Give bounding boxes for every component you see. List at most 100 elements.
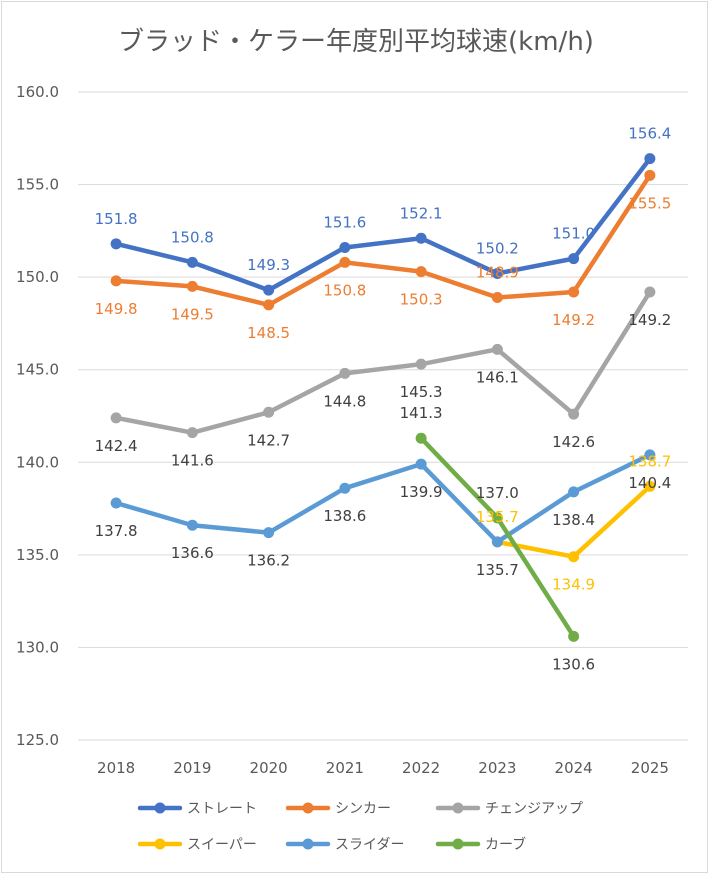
x-tick-label: 2022 xyxy=(402,759,440,777)
data-label: 138.7 xyxy=(628,452,671,470)
data-label: 142.4 xyxy=(95,437,138,455)
data-label: 135.7 xyxy=(476,561,519,579)
x-tick-label: 2019 xyxy=(173,759,211,777)
data-label: 149.5 xyxy=(171,305,214,323)
data-label: 137.8 xyxy=(95,522,138,540)
data-point xyxy=(568,286,580,298)
data-point xyxy=(644,153,656,165)
data-point xyxy=(491,292,503,304)
data-point xyxy=(110,497,122,509)
y-tick-label: 155.0 xyxy=(16,176,59,194)
data-label: 156.4 xyxy=(628,125,671,143)
data-point xyxy=(568,408,580,420)
data-label: 140.4 xyxy=(628,474,671,492)
data-label: 150.3 xyxy=(400,291,443,309)
legend-label: スライダー xyxy=(335,837,404,853)
data-point xyxy=(415,432,427,444)
y-tick-label: 135.0 xyxy=(16,546,59,564)
x-tick-label: 2023 xyxy=(478,759,516,777)
data-point xyxy=(339,367,351,379)
data-point xyxy=(263,299,275,311)
series-group xyxy=(110,153,656,642)
data-point xyxy=(491,343,503,355)
legend-label: カーブ xyxy=(485,836,526,853)
y-tick-label: 160.0 xyxy=(16,83,59,101)
data-point xyxy=(415,266,427,278)
data-point xyxy=(568,486,580,498)
x-tick-label: 2024 xyxy=(555,759,593,777)
legend-swatch-marker xyxy=(302,838,314,850)
data-point xyxy=(491,267,503,279)
data-label: 136.2 xyxy=(247,552,290,570)
data-label: 150.8 xyxy=(171,228,214,246)
legend-swatch-marker xyxy=(452,802,464,814)
legend-swatch-marker xyxy=(452,838,464,850)
legend-item: ストレート xyxy=(137,801,257,817)
legend-label: チェンジアップ xyxy=(485,801,583,817)
data-point xyxy=(263,527,275,539)
legend-label: スイーパー xyxy=(187,837,257,853)
data-point xyxy=(263,406,275,418)
data-point xyxy=(415,458,427,470)
data-point xyxy=(110,238,122,250)
y-tick-label: 145.0 xyxy=(16,361,59,379)
series-line xyxy=(113,156,653,293)
x-axis-ticks: 2018 2019 2020 2021 2022 2023 2024 2025 xyxy=(97,759,669,777)
y-tick-label: 125.0 xyxy=(16,731,59,749)
y-axis-ticks: 125.0 130.0 135.0 140.0 145.0 150.0 155.0 160.0 xyxy=(16,83,59,749)
data-point xyxy=(415,358,427,370)
data-label: 150.2 xyxy=(476,239,519,257)
data-label: 136.6 xyxy=(171,544,214,562)
data-label: 141.3 xyxy=(400,404,443,422)
legend-item: カーブ xyxy=(435,836,526,853)
chart-title: ブラッド・ケラー年度別平均球速(km/h) xyxy=(118,27,594,57)
gridlines xyxy=(78,91,688,741)
data-point xyxy=(568,551,580,563)
y-tick-label: 140.0 xyxy=(16,453,59,471)
data-point xyxy=(644,449,656,461)
series-line xyxy=(113,452,653,545)
data-point xyxy=(186,256,198,268)
data-label: 148.9 xyxy=(476,264,519,282)
data-point xyxy=(186,280,198,292)
data-label: 149.3 xyxy=(247,256,290,274)
data-point xyxy=(186,519,198,531)
data-point xyxy=(110,275,122,287)
data-label: 141.6 xyxy=(171,452,214,470)
data-point xyxy=(415,232,427,244)
data-point xyxy=(339,242,351,254)
legend-item: シンカー xyxy=(285,801,391,817)
data-label: 152.1 xyxy=(400,204,443,222)
data-label: 139.9 xyxy=(400,483,443,501)
data-label: 134.9 xyxy=(552,576,595,594)
legend-swatch-marker xyxy=(154,838,166,850)
series-line xyxy=(113,173,653,308)
data-point xyxy=(491,512,503,524)
data-label: 150.8 xyxy=(323,281,366,299)
data-label: 151.0 xyxy=(552,225,595,243)
data-label: 144.8 xyxy=(323,392,366,410)
data-label: 148.5 xyxy=(247,324,290,342)
legend-item: スイーパー xyxy=(137,837,257,853)
x-tick-label: 2025 xyxy=(631,759,669,777)
data-point xyxy=(110,412,122,424)
data-label: 149.8 xyxy=(95,300,138,318)
data-point xyxy=(491,536,503,548)
x-tick-label: 2021 xyxy=(326,759,364,777)
data-point xyxy=(339,256,351,268)
data-label: 142.7 xyxy=(247,431,290,449)
legend-item: チェンジアップ xyxy=(435,801,583,817)
data-label: 135.7 xyxy=(476,508,519,526)
data-labels: 151.8 150.8 149.3 151.6 152.1 150.2 151.0 156.4… xyxy=(95,125,672,674)
y-tick-label: 130.0 xyxy=(16,638,59,656)
data-label: 142.6 xyxy=(552,433,595,451)
data-point xyxy=(568,630,580,642)
legend-item: スライダー xyxy=(285,837,404,853)
data-point xyxy=(186,427,198,439)
x-tick-label: 2018 xyxy=(97,759,135,777)
data-label: 149.2 xyxy=(628,311,671,329)
data-point xyxy=(568,253,580,265)
legend-label: シンカー xyxy=(335,801,391,817)
